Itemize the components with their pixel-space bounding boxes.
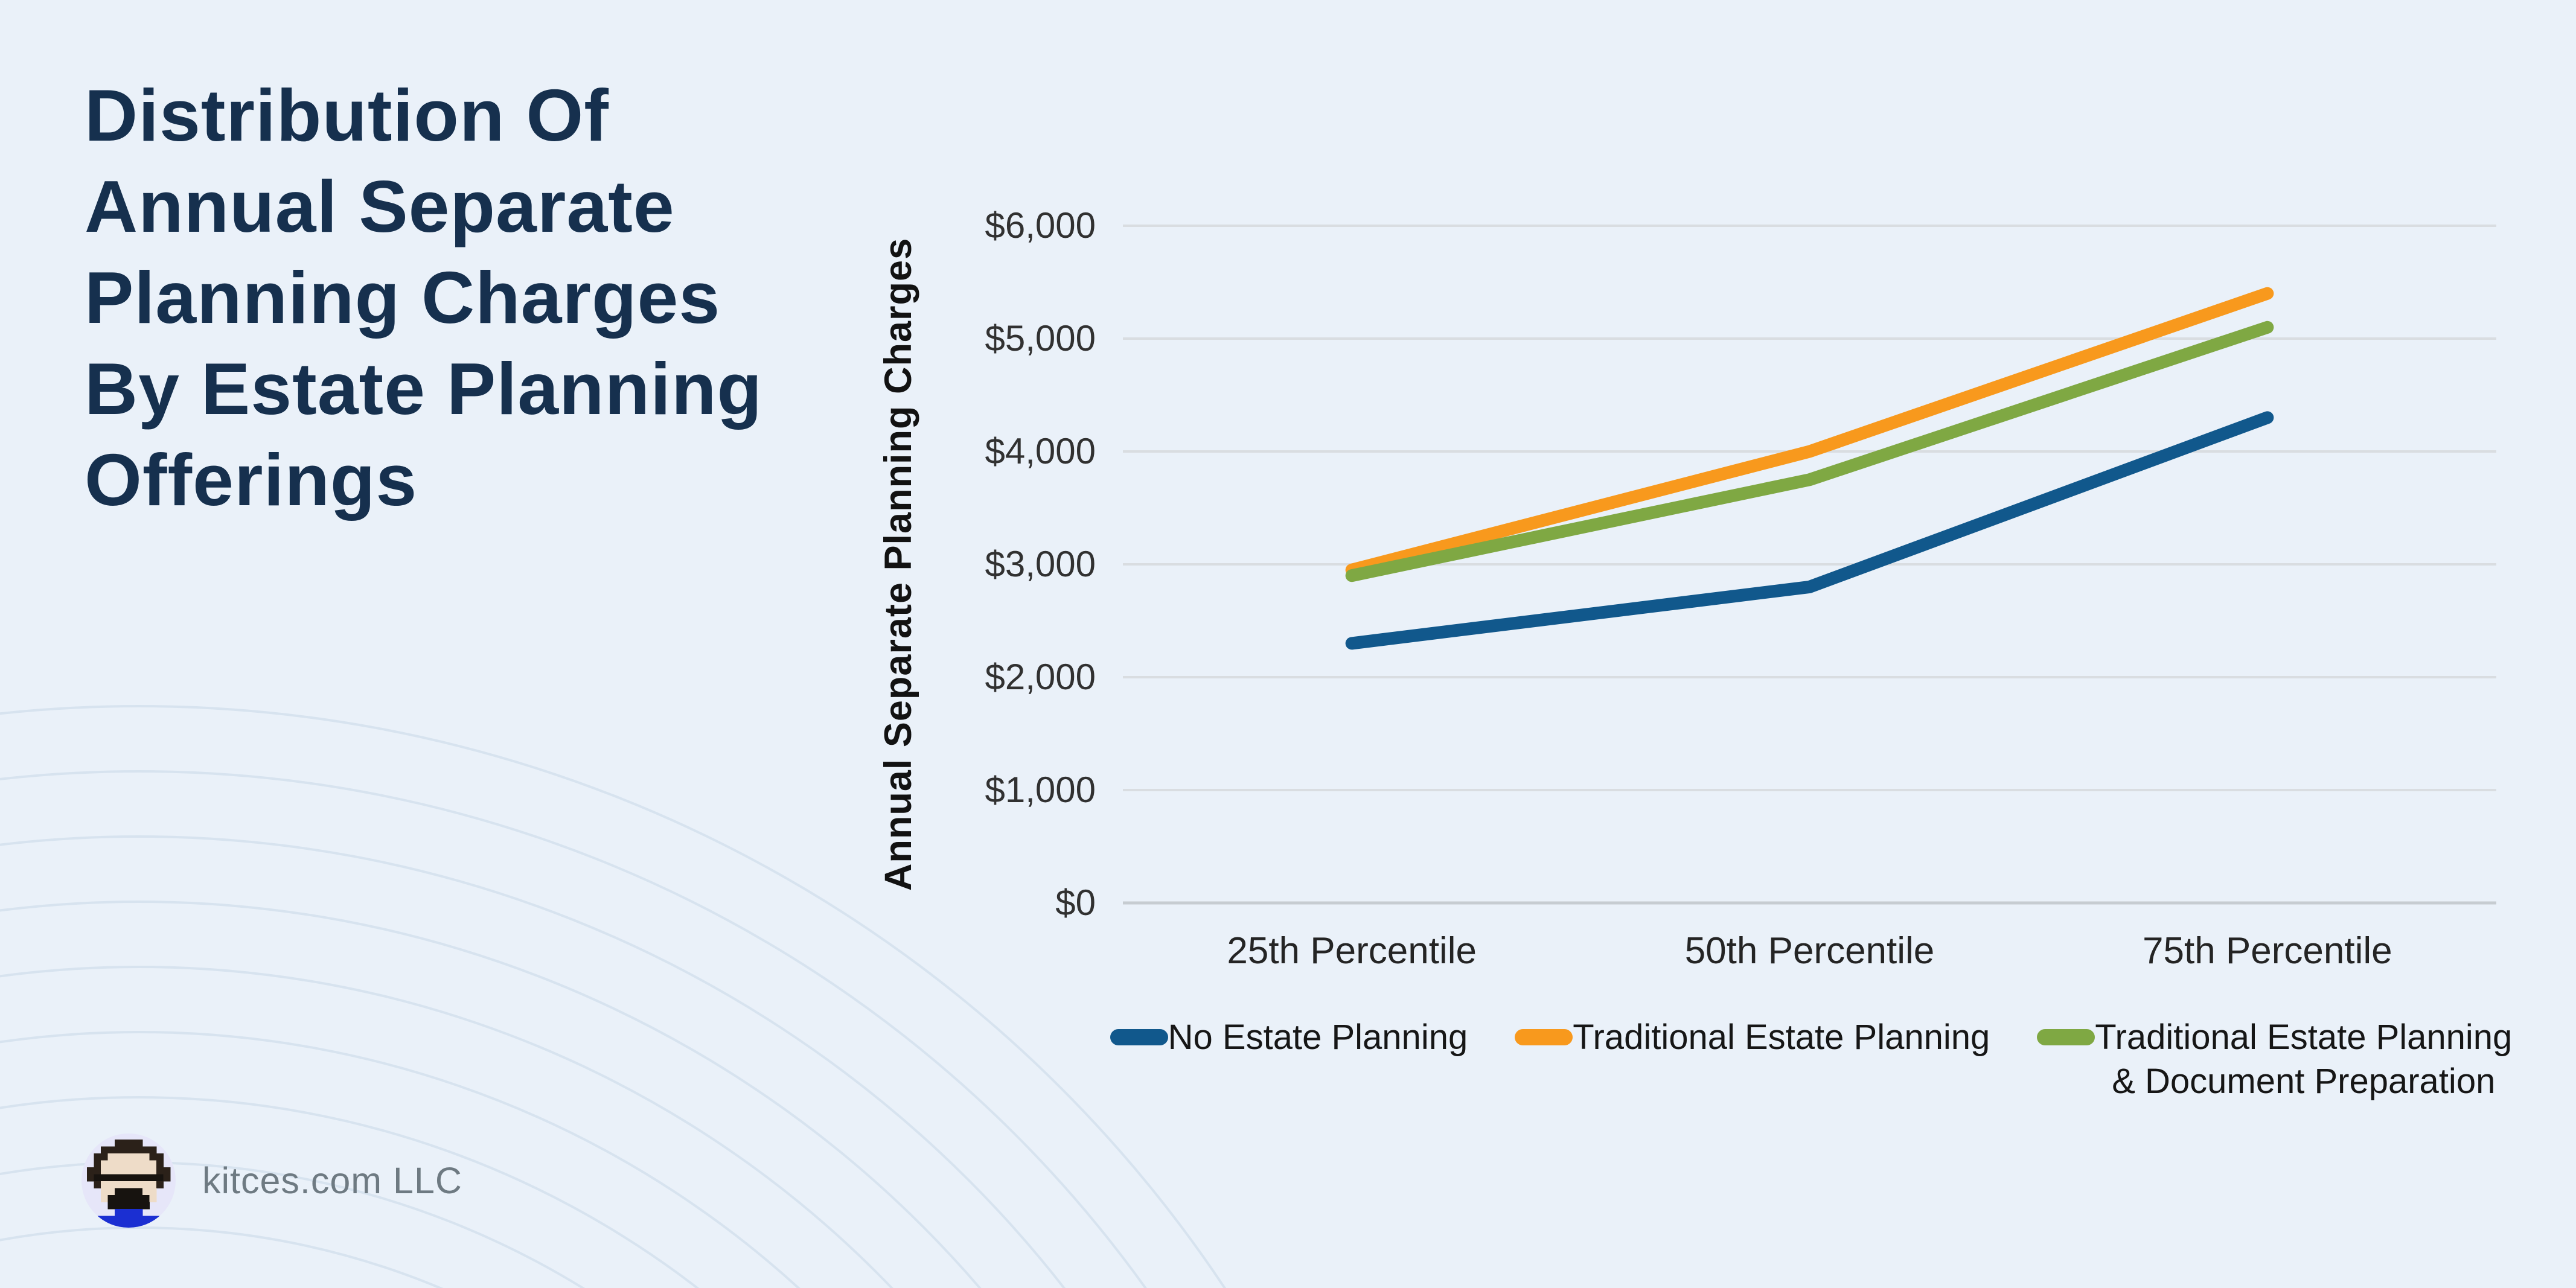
series-line-no-estate-planning bbox=[1345, 411, 2274, 650]
decorative-arc bbox=[0, 901, 982, 1288]
decorative-arc bbox=[0, 966, 893, 1288]
legend-label: Traditional Estate Planning & Document Pr… bbox=[2095, 1018, 2513, 1101]
page-title-line: Offerings bbox=[85, 439, 418, 521]
legend-swatch-icon bbox=[2037, 1029, 2095, 1045]
y-tick-label: $4,000 bbox=[985, 431, 1096, 471]
page-title-line: Annual Separate bbox=[85, 165, 675, 247]
legend-swatch-icon bbox=[1110, 1029, 1168, 1045]
page-title: Distribution Of Annual Separate Planning… bbox=[85, 70, 990, 526]
y-tick-label: $5,000 bbox=[985, 318, 1096, 359]
line-chart-plot-area bbox=[1123, 225, 2496, 905]
x-category-label: 75th Percentile bbox=[2143, 930, 2392, 972]
legend-label: No Estate Planning bbox=[1168, 1018, 1468, 1057]
y-tick-label: $0 bbox=[1055, 882, 1096, 923]
y-axis-title: Annual Separate Planning Charges bbox=[877, 237, 919, 891]
y-tick-label: $3,000 bbox=[985, 544, 1096, 584]
legend-swatch-icon bbox=[1515, 1029, 1573, 1045]
legend-item: Traditional Estate Planning & Document Pr… bbox=[2037, 1015, 2512, 1103]
brand-label: kitces.com LLC bbox=[202, 1160, 462, 1201]
legend-label: Traditional Estate Planning bbox=[1573, 1018, 1990, 1057]
line-chart-svg bbox=[1123, 225, 2496, 905]
page-title-line: Planning Charges bbox=[85, 257, 721, 339]
page-title-line: By Estate Planning bbox=[85, 348, 763, 430]
kitces-avatar-icon bbox=[81, 1133, 176, 1228]
legend-item: No Estate Planning bbox=[1110, 1015, 1468, 1059]
legend-item: Traditional Estate Planning bbox=[1515, 1015, 1990, 1059]
y-tick-label: $2,000 bbox=[985, 657, 1096, 697]
y-tick-label: $6,000 bbox=[985, 205, 1096, 246]
pixel-avatar-art bbox=[87, 1140, 171, 1228]
page-title-line: Distribution Of bbox=[85, 74, 609, 156]
series-line-traditional-estate-planning bbox=[1345, 287, 2274, 576]
y-tick-label: $1,000 bbox=[985, 770, 1096, 810]
series-line-traditional-estate-planning-document-preparation bbox=[1345, 320, 2274, 582]
brand-footer: kitces.com LLC bbox=[81, 1133, 462, 1228]
chart-legend: No Estate Planning Traditional Estate Pla… bbox=[1081, 1015, 2542, 1103]
decorative-arc bbox=[0, 1226, 443, 1288]
x-category-label: 25th Percentile bbox=[1227, 930, 1477, 972]
x-category-label: 50th Percentile bbox=[1684, 930, 1935, 972]
